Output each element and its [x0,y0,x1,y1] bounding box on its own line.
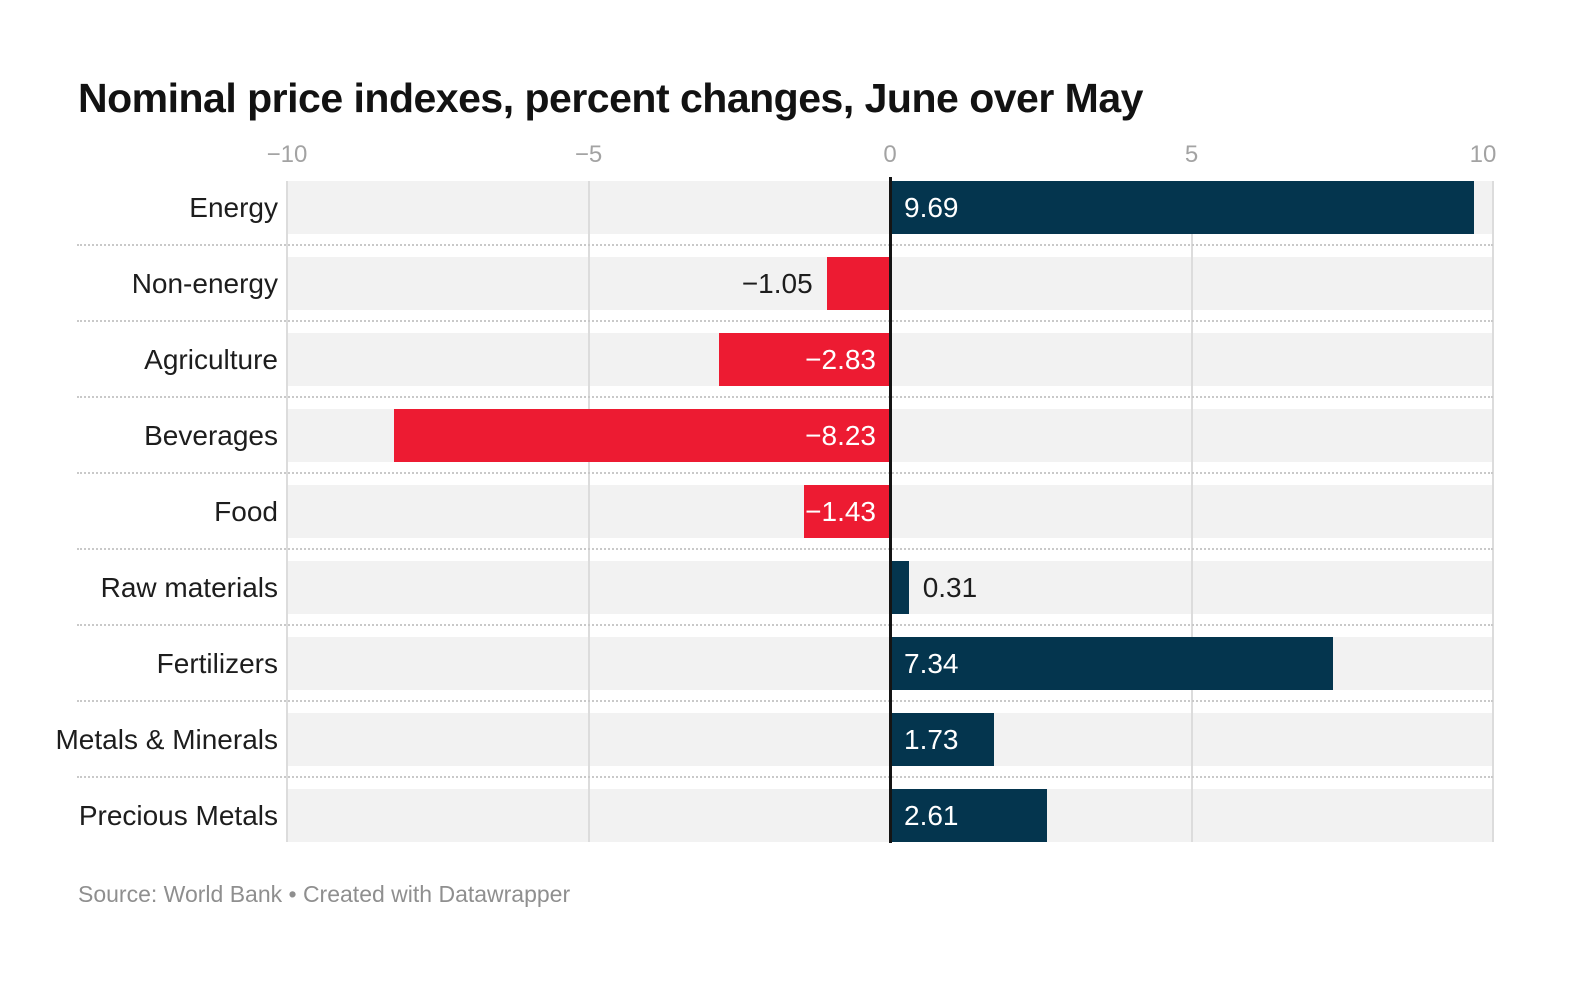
value-label: 0.31 [922,572,978,603]
bar [890,561,909,614]
x-tick-label: −5 [574,141,603,168]
row-separator [77,548,1493,550]
row-separator [77,396,1493,398]
row-separator [77,320,1493,322]
chart-title: Nominal price indexes, percent changes, … [78,75,1143,121]
bar [890,789,1048,842]
row-separator [77,776,1493,778]
source-note: Source: World Bank • Created with Datawr… [78,881,571,907]
category-label: Energy [189,192,278,223]
category-label: Fertilizers [156,648,278,679]
x-gridline [1492,181,1494,842]
value-label: −8.23 [805,420,876,451]
value-label: −2.83 [805,344,876,375]
x-gridline [286,181,288,842]
value-label: 9.69 [904,192,959,223]
bar [393,409,890,462]
category-label: Raw materials [100,572,278,603]
value-label: 2.61 [904,800,959,831]
zero-axis-line [888,177,892,843]
bar [890,637,1333,690]
value-label: −1.43 [805,496,876,527]
row-separator [77,472,1493,474]
bar [803,485,890,538]
category-label: Agriculture [144,344,278,375]
x-tick-label: 0 [883,141,897,168]
category-label: Food [214,496,278,527]
x-gridline [1191,181,1193,842]
category-label: Metals & Minerals [55,724,278,755]
category-label: Precious Metals [78,800,278,831]
x-gridline [588,181,590,842]
bar [719,333,890,386]
x-tick-label: −10 [266,141,308,168]
bar [890,181,1475,234]
value-label: 7.34 [904,648,959,679]
value-label: 1.73 [904,724,959,755]
category-label: Non-energy [131,268,278,299]
row-separator [77,624,1493,626]
row-separator [77,700,1493,702]
row-separator [77,244,1493,246]
category-label: Beverages [144,420,278,451]
value-label: −1.05 [741,268,813,299]
bar [826,257,890,310]
bar [890,713,995,766]
x-tick-label: 10 [1469,141,1497,168]
x-tick-label: 5 [1184,141,1199,168]
